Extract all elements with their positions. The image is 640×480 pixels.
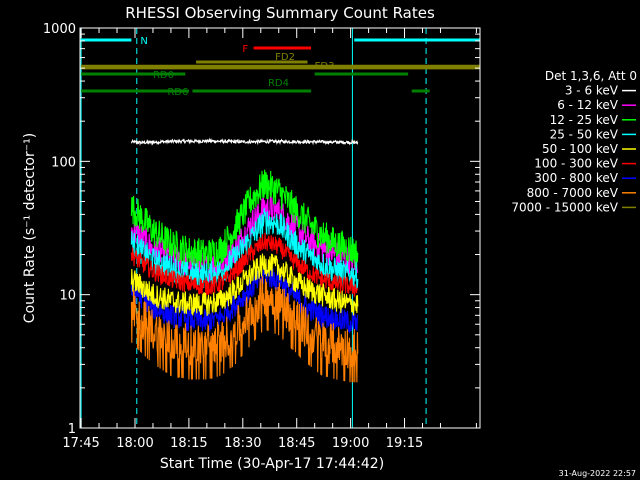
legend-entry-label: 3 - 6 keV	[565, 84, 619, 98]
annotation-label-rd6: RD6	[167, 87, 188, 98]
x-tick-label: 19:00	[332, 436, 369, 451]
plot-frame	[79, 27, 481, 429]
y-tick-label: 1	[68, 422, 76, 437]
y-tick-label: 100	[51, 155, 76, 170]
legend-entry-label: 25 - 50 keV	[550, 127, 619, 141]
x-tick-label: 18:00	[116, 436, 153, 451]
y-axis-label: Count Rate (s⁻¹ detector⁻¹)	[22, 133, 38, 323]
series-line-12-25-kev	[130, 169, 359, 269]
x-tick-label: 18:30	[224, 436, 261, 451]
x-tick-label: 19:15	[386, 436, 423, 451]
legend-entry-label: 50 - 100 keV	[542, 142, 619, 156]
series-line-25-50-kev	[130, 208, 359, 291]
annotation-label-rd0: RD0	[153, 70, 174, 81]
x-tick-label: 18:15	[170, 436, 207, 451]
x-tick-label: 18:45	[278, 436, 315, 451]
y-tick-label: 1000	[43, 22, 76, 37]
legend-entry-label: 800 - 7000 keV	[527, 186, 619, 200]
chart-title: RHESSI Observing Summary Count Rates	[125, 4, 435, 22]
annotation-label-n: N	[140, 36, 147, 47]
x-tick-label: 17:45	[62, 436, 99, 451]
series-line-800-7000-kev	[130, 276, 359, 383]
annotation-label-f: F	[242, 44, 248, 55]
series-line-100-300-kev	[130, 232, 359, 298]
legend-entry-label: 100 - 300 keV	[534, 157, 618, 171]
x-axis-label: Start Time (30-Apr-17 17:44:42)	[160, 456, 384, 472]
annotation-label-fd2: FD2	[275, 52, 295, 63]
legend-entry-label: 300 - 800 keV	[534, 171, 618, 185]
series-line-300-800-kev	[130, 263, 359, 334]
legend-entry-label: 12 - 25 keV	[550, 113, 619, 127]
legend-entry-label: 7000 - 15000 keV	[511, 200, 618, 214]
annotation-label-fd3: FD3	[315, 61, 335, 72]
annotation-label-rd4: RD4	[268, 78, 289, 89]
series-line-50-100-kev	[130, 253, 359, 316]
series-line-3-6-kev	[130, 137, 359, 146]
legend-header: Det 1,3,6, Att 0	[545, 69, 637, 83]
date-stamp: 31-Aug-2022 22:57	[559, 469, 636, 478]
y-tick-label: 10	[59, 289, 76, 304]
legend-entry-label: 6 - 12 keV	[557, 98, 619, 112]
